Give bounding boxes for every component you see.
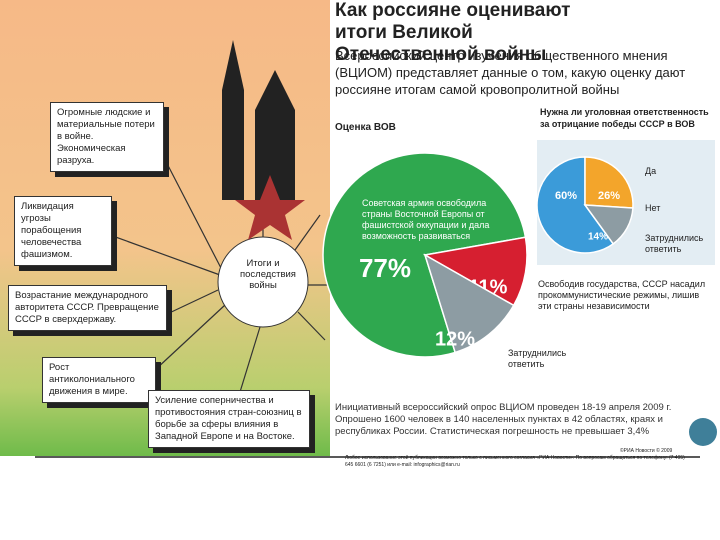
footnote: Инициативный всероссийский опрос ВЦИОМ п… bbox=[335, 402, 672, 437]
disclaimer: Любое использование этой публикации возм… bbox=[345, 455, 685, 468]
category-label: Затруднились ответить bbox=[645, 233, 704, 254]
pie-slice bbox=[422, 236, 528, 307]
data-label: 12% bbox=[435, 328, 475, 350]
credit: ©РИА Новости © 2009 bbox=[620, 448, 673, 454]
pie-title: Оценка ВОВ bbox=[335, 122, 396, 133]
pie-slice bbox=[584, 156, 634, 209]
center-oval bbox=[217, 236, 309, 328]
category-label: Да bbox=[645, 166, 657, 176]
diagram-box: Возрастание международного авторитета СС… bbox=[8, 285, 167, 331]
category-label: Освободив государства, СССР насадил прок… bbox=[538, 279, 706, 311]
category-label: Затруднились ответить bbox=[508, 348, 567, 369]
data-label: 26% bbox=[598, 190, 620, 202]
title: Как россияне оценивают итоги Великой Оте… bbox=[335, 0, 571, 65]
pie-title: Нужна ли уголовная ответственность за от… bbox=[540, 107, 709, 129]
pie-slice bbox=[583, 204, 634, 245]
category-label: Советская армия освободила страны Восточ… bbox=[362, 198, 490, 241]
kremlin-drawing bbox=[222, 40, 305, 240]
diagram-box: Ликвидация угрозы порабощения человечест… bbox=[14, 196, 112, 266]
data-label: 77% bbox=[359, 253, 411, 283]
pie-slice bbox=[423, 253, 515, 354]
diagram-box: Усиление соперничества и противостояния … bbox=[148, 390, 310, 448]
subtitle: Всероссийский центр изучения общественно… bbox=[335, 48, 686, 97]
diagram-center: Итоги и последствия войны bbox=[240, 258, 296, 291]
diagram-box: Рост антиколониального движения в мире. bbox=[42, 357, 156, 403]
connectors bbox=[109, 149, 330, 393]
diagram-box: Огромные людские и материальные потери в… bbox=[50, 102, 164, 172]
category-label: Нет bbox=[645, 203, 661, 213]
data-label: 60% bbox=[555, 190, 577, 202]
logo bbox=[689, 418, 717, 446]
data-label: 14% bbox=[588, 232, 608, 243]
pie-slice bbox=[536, 156, 615, 254]
